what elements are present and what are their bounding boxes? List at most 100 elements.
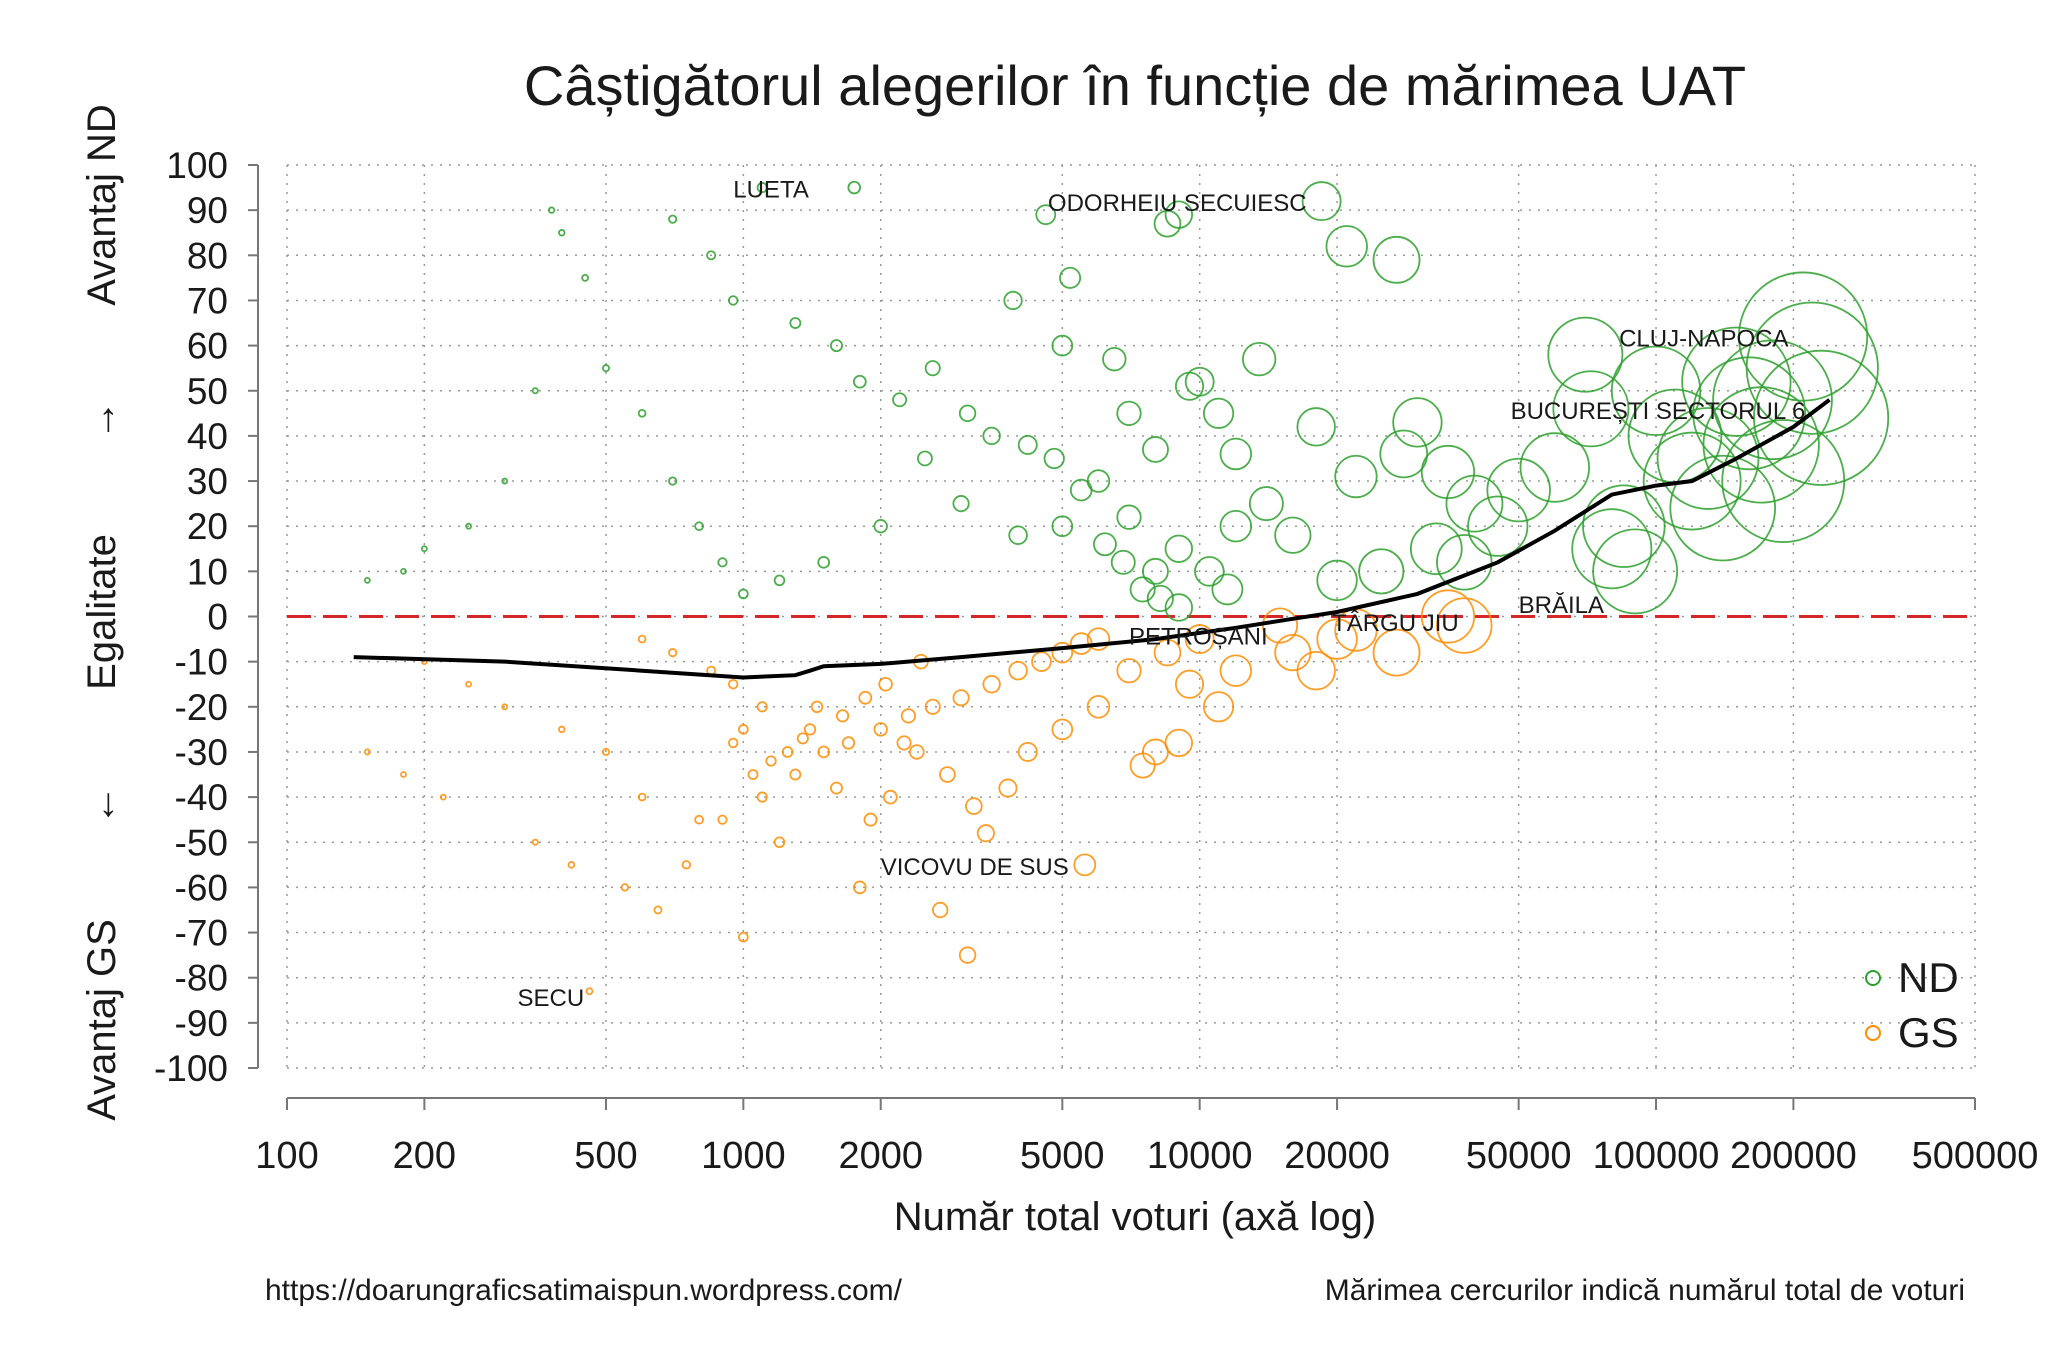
data-point-gs — [717, 814, 728, 825]
data-point-nd — [1656, 407, 1760, 510]
data-point-nd — [1043, 447, 1065, 470]
data-point-gs — [747, 769, 759, 780]
data-point-nd — [1582, 484, 1666, 568]
data-point-gs — [883, 789, 898, 805]
y-axis: 1009080706050403020100-10-20-30-40-50-60… — [154, 145, 259, 1089]
data-point-gs — [727, 679, 739, 690]
data-point-gs — [1372, 628, 1421, 677]
data-point-nd — [1142, 557, 1169, 585]
data-point-nd — [982, 426, 1001, 446]
data-point-nd — [1301, 181, 1342, 222]
data-point-nd — [1392, 397, 1443, 448]
data-point-gs — [1174, 669, 1205, 699]
y-tick-label: -100 — [154, 1048, 228, 1089]
data-point-gs — [1296, 650, 1336, 691]
data-point-gs — [965, 797, 983, 815]
data-point-nd — [1110, 549, 1136, 575]
data-point-gs — [878, 676, 893, 692]
data-point-gs — [803, 723, 817, 736]
data-point-nd — [1445, 474, 1504, 533]
data-point-gs — [1116, 658, 1142, 684]
x-tick-label: 1000 — [701, 1135, 786, 1177]
footer-note: Mărimea cercurilor indică numărul total … — [1325, 1274, 1965, 1307]
data-point-nd — [1325, 225, 1368, 268]
data-point-gs — [817, 745, 831, 759]
data-point-gs — [738, 724, 749, 735]
y-tick-label: 0 — [207, 597, 228, 638]
data-point-gs — [863, 812, 878, 827]
data-point-nd — [852, 374, 867, 389]
x-axis: 100 200 500 1000 2000 5000 10000 20000 50000 1000… — [255, 1097, 2039, 1177]
data-point-gs — [727, 737, 739, 749]
data-point-nd — [1358, 548, 1405, 595]
data-point-nd — [1116, 400, 1142, 426]
y-label-bottom: Avantaj GS — [80, 919, 124, 1121]
y-tick-label: 60 — [187, 326, 228, 367]
data-point-nd — [1003, 290, 1023, 311]
chart-title: Câștigătorul alegerilor în funcție de mă… — [524, 54, 1746, 117]
data-point-nd — [1486, 457, 1551, 523]
data-point-nd — [1409, 522, 1463, 576]
y-tick-label: -80 — [175, 958, 228, 999]
data-point-gs — [1073, 853, 1097, 877]
annotation-label: TÂRGU JIU — [1332, 610, 1459, 637]
x-tick-label: 200 — [393, 1135, 456, 1177]
data-point-gs — [1008, 660, 1028, 681]
data-point-nd — [1467, 495, 1529, 557]
data-points — [363, 180, 1890, 996]
data-point-nd — [581, 274, 589, 282]
data-point-nd — [1681, 326, 1792, 437]
data-point-gs — [1051, 641, 1074, 664]
data-point-gs — [558, 725, 566, 734]
data-point-gs — [781, 746, 794, 758]
data-point-nd — [1610, 345, 1702, 436]
x-tick-label: 100000 — [1593, 1135, 1720, 1177]
y-label-middle: Egalitate — [80, 534, 124, 690]
x-tick-label: 20000 — [1284, 1135, 1390, 1177]
data-point-nd — [1164, 593, 1193, 622]
y-tick-label: 20 — [187, 506, 228, 547]
x-tick-label: 50000 — [1466, 1135, 1572, 1177]
data-point-nd — [694, 521, 704, 532]
data-point-nd — [1116, 504, 1142, 530]
data-point-nd — [892, 392, 908, 408]
data-point-gs — [1436, 597, 1493, 654]
x-tick-label: 100 — [255, 1135, 318, 1177]
annotation-label: CLUJ-NAPOCA — [1619, 326, 1788, 353]
data-point-gs — [976, 824, 995, 843]
y-tick-label: 70 — [187, 280, 228, 321]
y-tick-label: 30 — [187, 461, 228, 502]
data-point-nd — [1571, 508, 1653, 590]
data-point-gs — [1017, 741, 1038, 762]
y-tick-label: 10 — [187, 551, 228, 592]
annotation-label: LUETA — [733, 177, 809, 204]
data-point-nd — [1745, 301, 1879, 435]
data-point-nd — [1642, 431, 1742, 531]
data-point-nd — [363, 576, 371, 584]
data-point-gs — [1316, 618, 1358, 660]
x-tick-label: 500000 — [1912, 1135, 2039, 1177]
legend-marker-nd — [1865, 970, 1881, 986]
annotation-label: PETROȘANI — [1129, 624, 1268, 651]
data-point-nd — [873, 519, 888, 534]
data-point-nd — [1017, 434, 1038, 455]
data-point-nd — [1219, 509, 1253, 543]
data-point-gs — [681, 860, 692, 870]
data-point-nd — [1164, 200, 1193, 229]
data-point-gs — [841, 736, 856, 750]
x-axis-title: Număr total voturi (axă log) — [894, 1195, 1376, 1239]
data-point-nd — [400, 567, 407, 575]
data-point-gs — [653, 905, 663, 915]
x-tick-label: 10000 — [1147, 1135, 1253, 1177]
data-point-gs — [694, 814, 704, 825]
data-point-gs — [958, 946, 977, 964]
data-point-nd — [1420, 444, 1476, 500]
data-point-nd — [1153, 209, 1182, 238]
data-point-nd — [1194, 556, 1225, 587]
y-tick-label: -60 — [175, 867, 228, 908]
y-tick-label: -10 — [175, 642, 228, 683]
data-point-gs — [585, 987, 594, 996]
y-tick-label: -20 — [175, 687, 228, 728]
legend: ND GS — [1865, 954, 1959, 1056]
data-point-gs — [756, 791, 768, 803]
